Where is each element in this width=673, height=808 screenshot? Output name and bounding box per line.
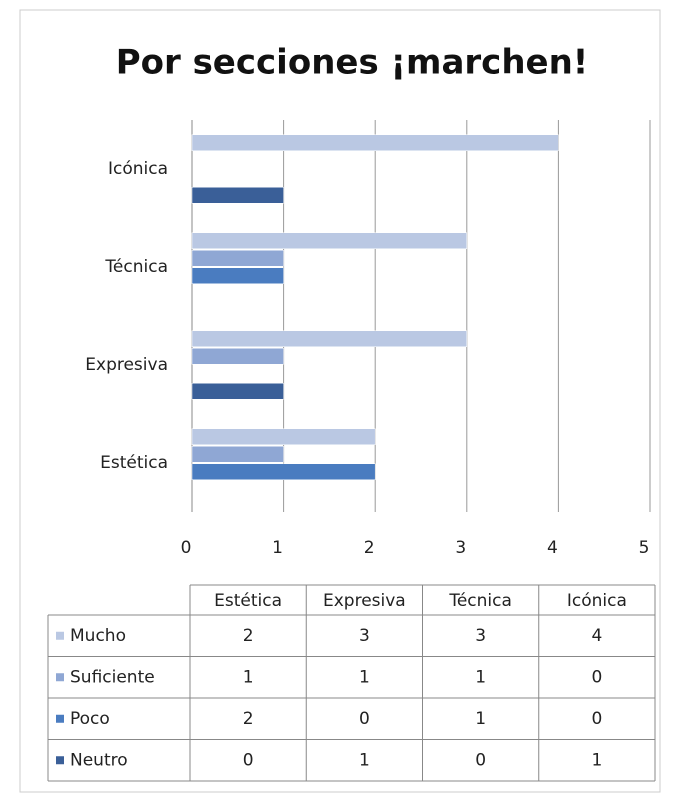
legend-swatch xyxy=(56,673,64,682)
legend-label: Mucho xyxy=(70,626,126,646)
y-tick-label: Estética xyxy=(100,453,168,473)
table-value: 1 xyxy=(359,667,370,687)
table-header: Técnica xyxy=(448,591,512,611)
legend-swatch xyxy=(56,756,64,765)
bar xyxy=(191,428,376,445)
table-value: 0 xyxy=(475,750,486,770)
table-header: Icónica xyxy=(567,591,627,611)
table-value: 0 xyxy=(359,709,370,729)
legend-label: Suficiente xyxy=(70,667,155,687)
table-value: 1 xyxy=(591,750,602,770)
table-value: 4 xyxy=(591,626,602,646)
chart-title: Por secciones ¡marchen! xyxy=(116,43,589,83)
x-tick-label: 4 xyxy=(547,538,558,558)
x-tick-label: 3 xyxy=(455,538,466,558)
legend-label: Poco xyxy=(70,709,110,729)
table-value: 0 xyxy=(243,750,254,770)
table-value: 3 xyxy=(475,626,486,646)
bar xyxy=(191,348,284,365)
table-header: Estética xyxy=(214,591,282,611)
bar xyxy=(191,446,284,463)
x-tick-label: 0 xyxy=(181,538,192,558)
bar xyxy=(191,134,559,151)
bar xyxy=(191,463,376,480)
table-value: 1 xyxy=(475,709,486,729)
bar xyxy=(191,232,468,249)
legend-label: Neutro xyxy=(70,750,128,770)
table-value: 1 xyxy=(359,750,370,770)
y-tick-label: Técnica xyxy=(104,257,168,277)
table-value: 2 xyxy=(243,709,254,729)
x-tick-label: 5 xyxy=(639,538,650,558)
bar xyxy=(191,187,284,204)
table-value: 1 xyxy=(475,667,486,687)
x-tick-label: 1 xyxy=(272,538,283,558)
legend-swatch xyxy=(56,631,64,640)
x-tick-label: 2 xyxy=(364,538,375,558)
y-tick-label: Icónica xyxy=(108,159,168,179)
legend-swatch xyxy=(56,714,64,723)
bar xyxy=(191,250,284,267)
table-value: 2 xyxy=(243,626,254,646)
bar xyxy=(191,383,284,400)
table-value: 1 xyxy=(243,667,254,687)
table-value: 0 xyxy=(591,709,602,729)
table-value: 3 xyxy=(359,626,370,646)
table-value: 0 xyxy=(591,667,602,687)
y-tick-label: Expresiva xyxy=(85,355,168,375)
bar xyxy=(191,267,284,284)
table-header: Expresiva xyxy=(323,591,406,611)
bar xyxy=(191,330,468,347)
